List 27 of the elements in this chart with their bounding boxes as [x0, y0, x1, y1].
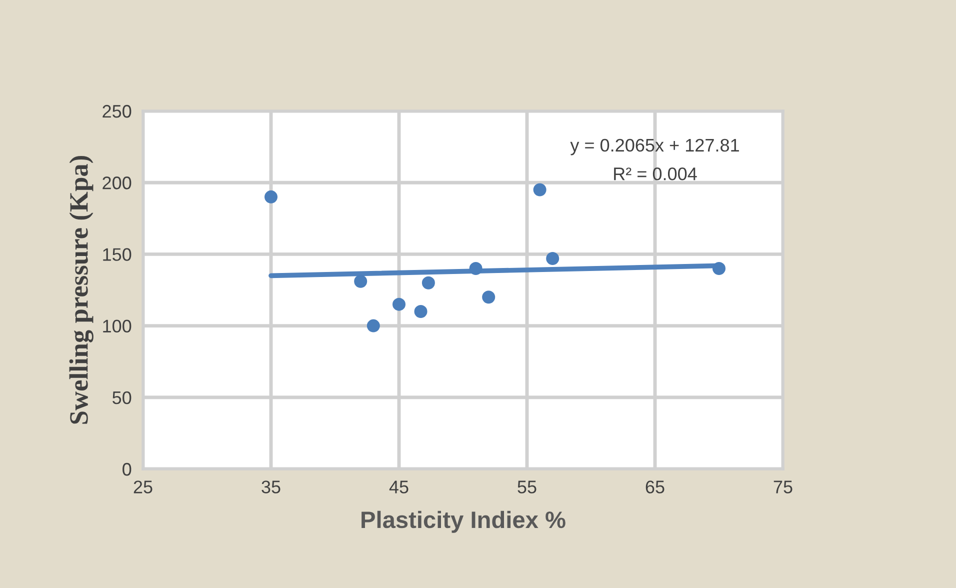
- y-axis-title: Swelling pressure (Kpa): [69, 156, 94, 424]
- y-tick-label: 200: [102, 176, 132, 190]
- x-tick-label: 65: [646, 480, 664, 494]
- point: [712, 262, 726, 276]
- y-tick-label: 150: [103, 248, 132, 261]
- x-tick-label: 75: [774, 480, 792, 494]
- point: [546, 252, 560, 265]
- annotation: y = 0.2065x + 127.81: [570, 138, 739, 156]
- x-tick-label: 35: [262, 480, 280, 494]
- point: [469, 262, 482, 276]
- point: [366, 319, 380, 332]
- point: [414, 304, 428, 318]
- x-tick-label: 55: [518, 480, 536, 494]
- y-tick-label: 250: [102, 104, 132, 118]
- y-tick-label: 0: [122, 462, 132, 476]
- x-tick-label: 25: [134, 480, 152, 494]
- point: [422, 276, 435, 290]
- y-tick-label: 50: [112, 391, 132, 404]
- point: [482, 290, 496, 304]
- x-axis-title: Plasticity Indiex %: [362, 510, 566, 533]
- y-tick-label: 100: [103, 320, 132, 333]
- point: [354, 274, 368, 288]
- point: [392, 298, 406, 311]
- point: [533, 183, 546, 196]
- point: [264, 190, 278, 204]
- x-tick-label: 45: [389, 480, 408, 494]
- annotation: R² = 0.004: [614, 168, 697, 180]
